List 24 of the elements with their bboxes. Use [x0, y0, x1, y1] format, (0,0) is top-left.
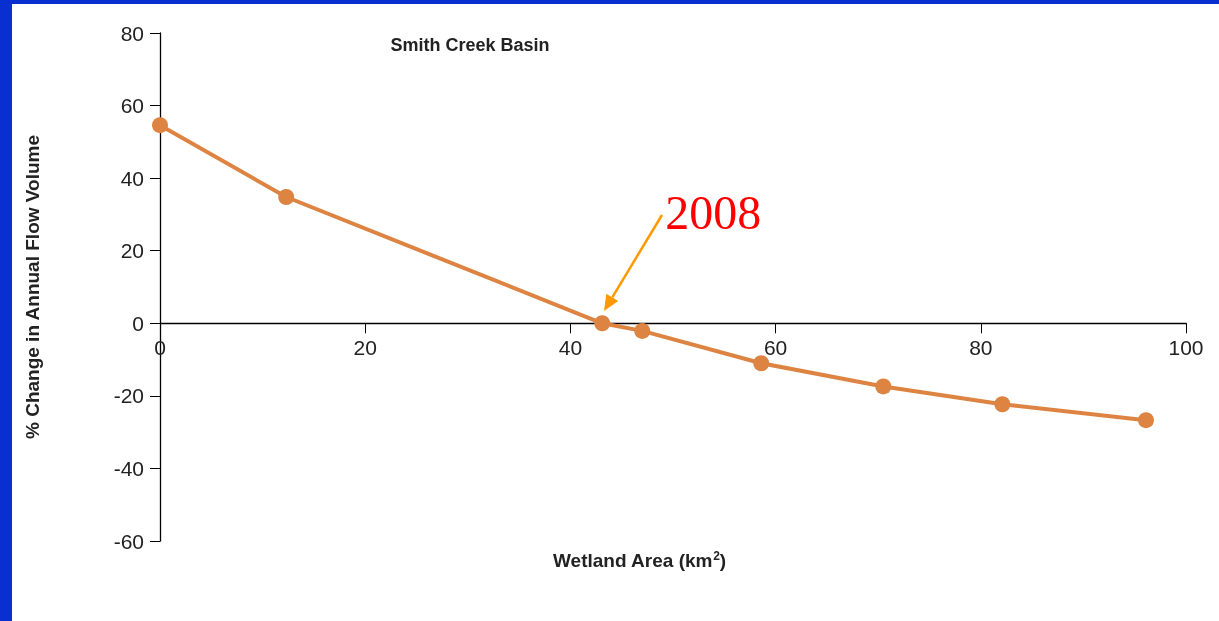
- point: [634, 322, 651, 339]
- x-tick-label: 80: [969, 336, 993, 360]
- point: [278, 189, 295, 206]
- point: [594, 315, 611, 332]
- y-tick-label: 80: [120, 21, 144, 45]
- chart-title: Smith Creek Basin: [390, 35, 550, 55]
- x-tick-label: 60: [763, 336, 788, 360]
- annotation: 2008: [665, 185, 762, 239]
- y-tick-label: 20: [120, 239, 144, 263]
- point: [152, 117, 168, 134]
- y-tick-label: 0: [132, 311, 144, 335]
- x-tick-label: 100: [1168, 336, 1204, 360]
- x-tick-label: 40: [558, 336, 583, 360]
- y-tick-label: 40: [120, 166, 144, 190]
- y-tick-label: -60: [113, 529, 144, 553]
- y-tick-label: 60: [120, 94, 144, 118]
- point: [994, 396, 1011, 413]
- point: [1138, 412, 1154, 429]
- y-axis-title: % Change in Annual Flow Volume: [22, 134, 43, 440]
- point: [875, 378, 892, 395]
- y-tick-label: -20: [113, 384, 144, 408]
- x-tick-label: 20: [353, 336, 377, 360]
- y-tick-label: -40: [113, 456, 144, 480]
- point: [753, 355, 770, 372]
